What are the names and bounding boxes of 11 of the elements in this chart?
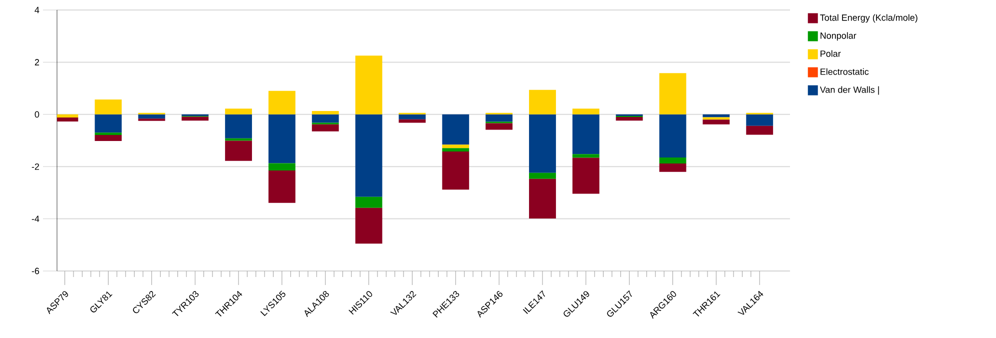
legend-label: Nonpolar: [820, 32, 856, 41]
y-tick-label: 4: [34, 6, 40, 14]
legend-label: Van der Walls |: [820, 86, 879, 95]
y-tick-label: -4: [32, 216, 40, 222]
y-tick-label: 2: [34, 59, 40, 66]
y-tick-label: -2: [32, 163, 40, 170]
legend-label: Electrostatic: [820, 68, 869, 75]
legend-label: Total Energy (Kcla/mole): [820, 14, 918, 23]
legend-label: Polar: [820, 50, 841, 57]
y-tick-label: 0: [34, 111, 40, 118]
y-tick-label: -6: [32, 268, 40, 274]
